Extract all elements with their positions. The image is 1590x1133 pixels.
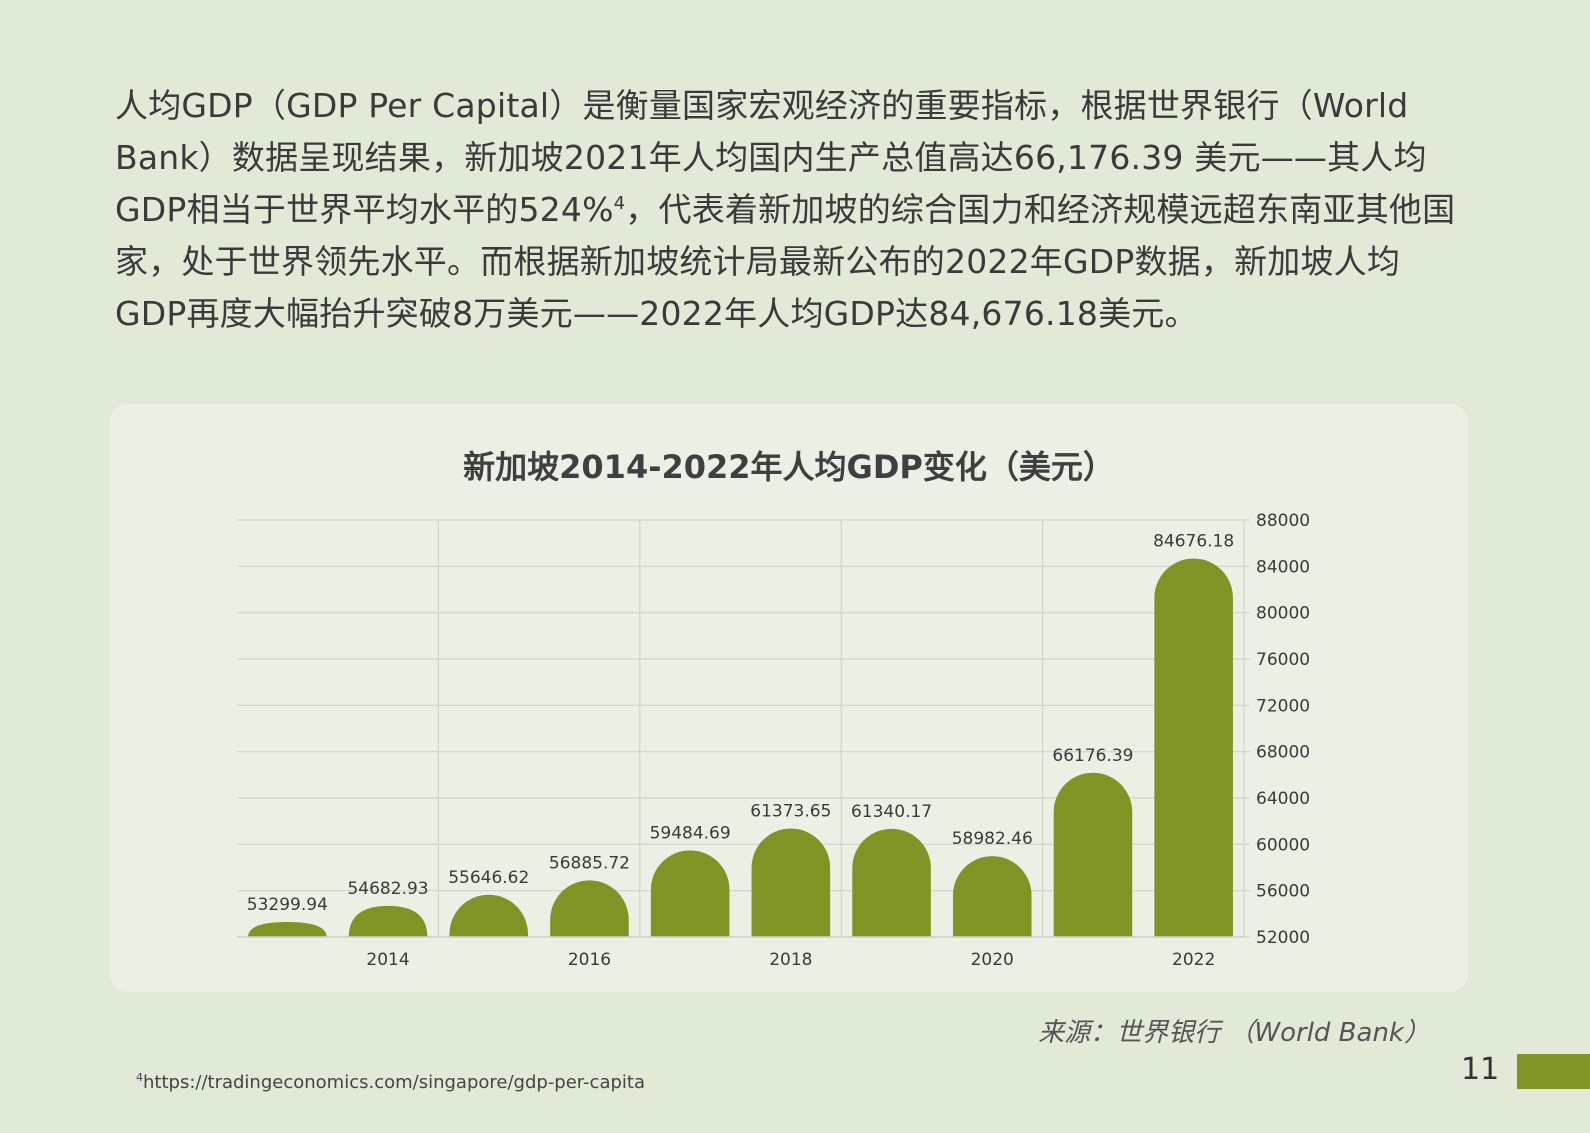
bar	[1154, 558, 1233, 937]
page-number: 11	[1461, 1052, 1500, 1087]
x-tick-label: 2018	[769, 950, 812, 970]
paragraph-text-2: ，代表着新加坡的综合国力和经济规模远超东南亚其他国家，处于世界领先水平。而根据新…	[115, 190, 1456, 333]
y-tick-label: 56000	[1256, 882, 1310, 902]
bar	[1053, 772, 1133, 937]
y-tick-label: 64000	[1256, 789, 1310, 809]
paragraph-text-1: 人均GDP（GDP Per Capital）是衡量国家宏观经济的重要指标，根据世…	[115, 86, 1427, 229]
data-label: 55646.62	[448, 868, 529, 888]
y-tick-label: 68000	[1256, 743, 1310, 763]
data-label: 61373.65	[750, 801, 831, 821]
source-note: 来源：世界银行 （World Bank）	[1038, 1018, 1430, 1048]
intro-paragraph: 人均GDP（GDP Per Capital）是衡量国家宏观经济的重要指标，根据世…	[115, 80, 1457, 340]
data-label: 56885.72	[549, 853, 630, 873]
y-tick-label: 76000	[1256, 650, 1310, 670]
page-accent-bar	[1517, 1054, 1590, 1089]
x-tick-label: 2020	[971, 950, 1014, 970]
y-tick-label: 60000	[1256, 835, 1310, 855]
bar	[348, 905, 428, 937]
y-tick-label: 80000	[1256, 604, 1310, 624]
bar	[952, 856, 1032, 937]
bar	[751, 828, 831, 937]
data-label: 66176.39	[1052, 746, 1133, 766]
data-label: 53299.94	[247, 895, 328, 915]
bar	[650, 850, 730, 937]
bar	[248, 921, 327, 937]
chart-panel: 新加坡2014-2022年人均GDP变化（美元） 52000 56000 60000…	[110, 404, 1468, 992]
gdp-bar-chart: 52000 56000 60000 64000 68000 72000 76000 80000…	[237, 511, 1310, 970]
chart-title: 新加坡2014-2022年人均GDP变化（美元）	[463, 448, 1115, 486]
bar	[449, 894, 529, 937]
x-tick-label: 2014	[366, 950, 409, 970]
x-tick-label: 2022	[1172, 950, 1215, 970]
data-label: 84676.18	[1153, 532, 1234, 552]
footnote: 4https://tradingeconomics.com/singapore/…	[136, 1072, 645, 1093]
bar	[550, 880, 629, 937]
footnote-mark: 4	[136, 1071, 143, 1084]
y-tick-label: 88000	[1256, 511, 1310, 531]
y-tick-label: 52000	[1256, 928, 1310, 948]
x-tick-label: 2016	[568, 950, 611, 970]
y-tick-label: 72000	[1256, 696, 1310, 716]
footnote-reference: 4	[613, 193, 626, 214]
data-label: 61340.17	[851, 802, 932, 822]
data-label: 59484.69	[650, 823, 731, 843]
footnote-url: https://tradingeconomics.com/singapore/g…	[143, 1072, 645, 1093]
data-label: 54682.93	[347, 879, 428, 899]
y-tick-label: 84000	[1256, 557, 1310, 577]
data-label: 58982.46	[952, 829, 1033, 849]
bar	[852, 828, 931, 937]
